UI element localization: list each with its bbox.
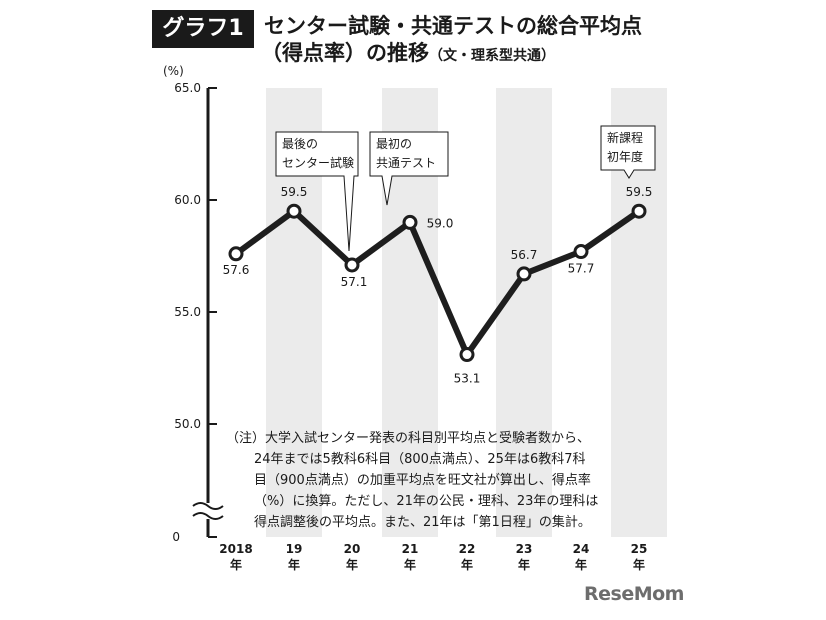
chart-title-line2-main: （得点率）の推移 (261, 41, 429, 65)
footnote-line: （注）大学入試センター発表の科目別平均点と受験者数から、 (226, 431, 591, 446)
data-point-marker (573, 244, 589, 260)
resemom-logo: ReseMom (584, 583, 684, 605)
x-axis-year-label: 25 (631, 542, 648, 556)
callout-box (600, 125, 656, 179)
data-value-label: 53.1 (454, 372, 481, 386)
data-value-label: 56.7 (511, 248, 538, 262)
chart-footnote: （注）大学入試センター発表の科目別平均点と受験者数から、 24年までは5教科6科… (226, 428, 654, 533)
data-point-marker (286, 203, 302, 219)
footnote-line: 目（900点満点）の加重平均点を旺文社が算出し、得点率 (254, 473, 591, 488)
y-axis-unit-label: (%) (163, 64, 184, 78)
callout-text: 共通テスト (376, 156, 436, 170)
series-line (234, 208, 641, 358)
chart-title-line1: センター試験・共通テストの総合平均点 (264, 14, 642, 38)
data-value-label: 59.5 (281, 185, 308, 199)
x-axis-year-suffix: 年 (288, 557, 300, 572)
x-axis-year-suffix: 年 (230, 557, 242, 572)
x-axis-year-label: 2018 (219, 542, 252, 556)
y-axis-zero-label: 0 (172, 530, 180, 544)
data-value-label: 57.7 (568, 262, 595, 276)
x-axis-year-suffix: 年 (575, 557, 587, 572)
x-axis-year-label: 23 (516, 542, 533, 556)
x-axis-year-suffix: 年 (633, 557, 645, 572)
x-axis-year-suffix: 年 (346, 557, 358, 572)
x-axis-year-label: 22 (459, 542, 476, 556)
axis-break-wave (192, 502, 224, 510)
x-axis-year-suffix: 年 (404, 557, 416, 572)
graph-number-tag: グラフ1 (152, 10, 254, 48)
data-point-marker (344, 257, 360, 273)
callout-text: 初年度 (607, 149, 643, 164)
data-point-marker (459, 347, 475, 363)
background-band (496, 88, 552, 537)
y-axis-tick-label: 50.0 (174, 417, 201, 431)
data-point-marker (631, 203, 647, 219)
x-axis-year-label: 24 (573, 542, 590, 556)
x-axis-year-suffix: 年 (461, 557, 473, 572)
data-value-label: 57.6 (223, 263, 250, 277)
callout-text: 最初の (376, 137, 412, 151)
callout-box (369, 131, 449, 206)
y-axis-tick-label: 65.0 (174, 81, 201, 95)
x-axis-year-label: 19 (286, 542, 303, 556)
x-axis-year-suffix: 年 (518, 557, 530, 572)
data-point-marker (402, 214, 418, 230)
chart-title-line2: （得点率）の推移（文・理系型共通） (261, 37, 555, 67)
callout-text: 最後の (282, 137, 318, 151)
y-axis-tick-label: 60.0 (174, 193, 201, 207)
callout-box (275, 131, 359, 252)
footnote-line: 24年までは5教科6科目（800点満点）、25年は6教科7科 (254, 452, 586, 467)
data-value-label: 59.0 (427, 216, 454, 230)
callout-text: 新課程 (607, 130, 643, 145)
y-axis-tick-label: 55.0 (174, 305, 201, 319)
axis-break-gap (194, 503, 222, 519)
footnote-line: 得点調整後の平均点。また、21年は「第1日程」の集計。 (254, 515, 591, 530)
chart-title-line2-sub: （文・理系型共通） (429, 48, 555, 64)
data-point-marker (228, 246, 244, 262)
x-axis-year-label: 20 (344, 542, 361, 556)
data-value-label: 57.1 (341, 275, 368, 289)
callout-text: センター試験 (282, 155, 354, 170)
data-value-label: 59.5 (626, 185, 653, 199)
footnote-line: （%）に換算。ただし、21年の公民・理科、23年の理科は (254, 494, 599, 509)
data-point-marker (516, 266, 532, 282)
x-axis-year-label: 21 (402, 542, 419, 556)
axis-break-wave (192, 512, 224, 520)
